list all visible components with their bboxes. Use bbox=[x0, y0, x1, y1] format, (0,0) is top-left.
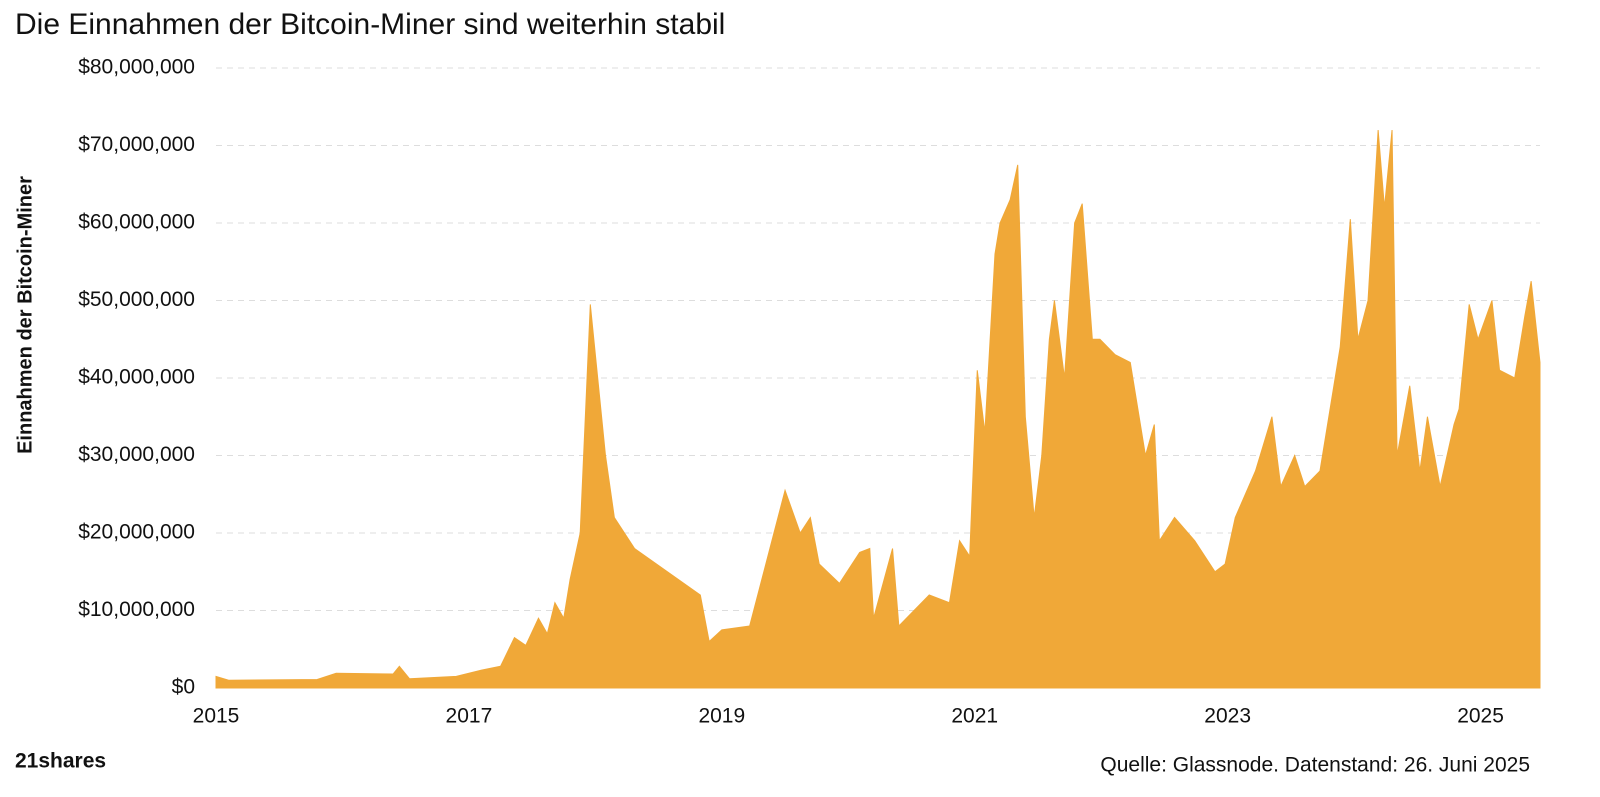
y-tick-label: $60,000,000 bbox=[78, 211, 195, 234]
y-tick-label: $80,000,000 bbox=[78, 56, 195, 79]
x-tick-label: 2023 bbox=[1204, 705, 1251, 728]
x-tick-label: 2025 bbox=[1457, 705, 1504, 728]
area bbox=[215, 129, 1541, 689]
logo: 21shares bbox=[15, 750, 106, 773]
y-axis-label: Einnahmen der Bitcoin-Miner bbox=[14, 176, 36, 454]
y-tick-label: $10,000,000 bbox=[78, 598, 195, 621]
y-tick-label: $20,000,000 bbox=[78, 521, 195, 544]
x-tick-label: 2015 bbox=[193, 705, 240, 728]
x-tick-label: 2019 bbox=[698, 705, 745, 728]
chart-title: Die Einnahmen der Bitcoin-Miner sind wei… bbox=[15, 8, 725, 41]
y-tick-label: $50,000,000 bbox=[78, 288, 195, 311]
y-tick-label: $30,000,000 bbox=[78, 443, 195, 466]
y-tick-label: $40,000,000 bbox=[78, 366, 195, 389]
source-note: Quelle: Glassnode. Datenstand: 26. Juni … bbox=[1100, 754, 1530, 777]
y-tick-label: $70,000,000 bbox=[78, 133, 195, 156]
y-tick-label: $0 bbox=[172, 676, 195, 699]
x-tick-label: 2017 bbox=[446, 705, 493, 728]
x-tick-label: 2021 bbox=[951, 705, 998, 728]
